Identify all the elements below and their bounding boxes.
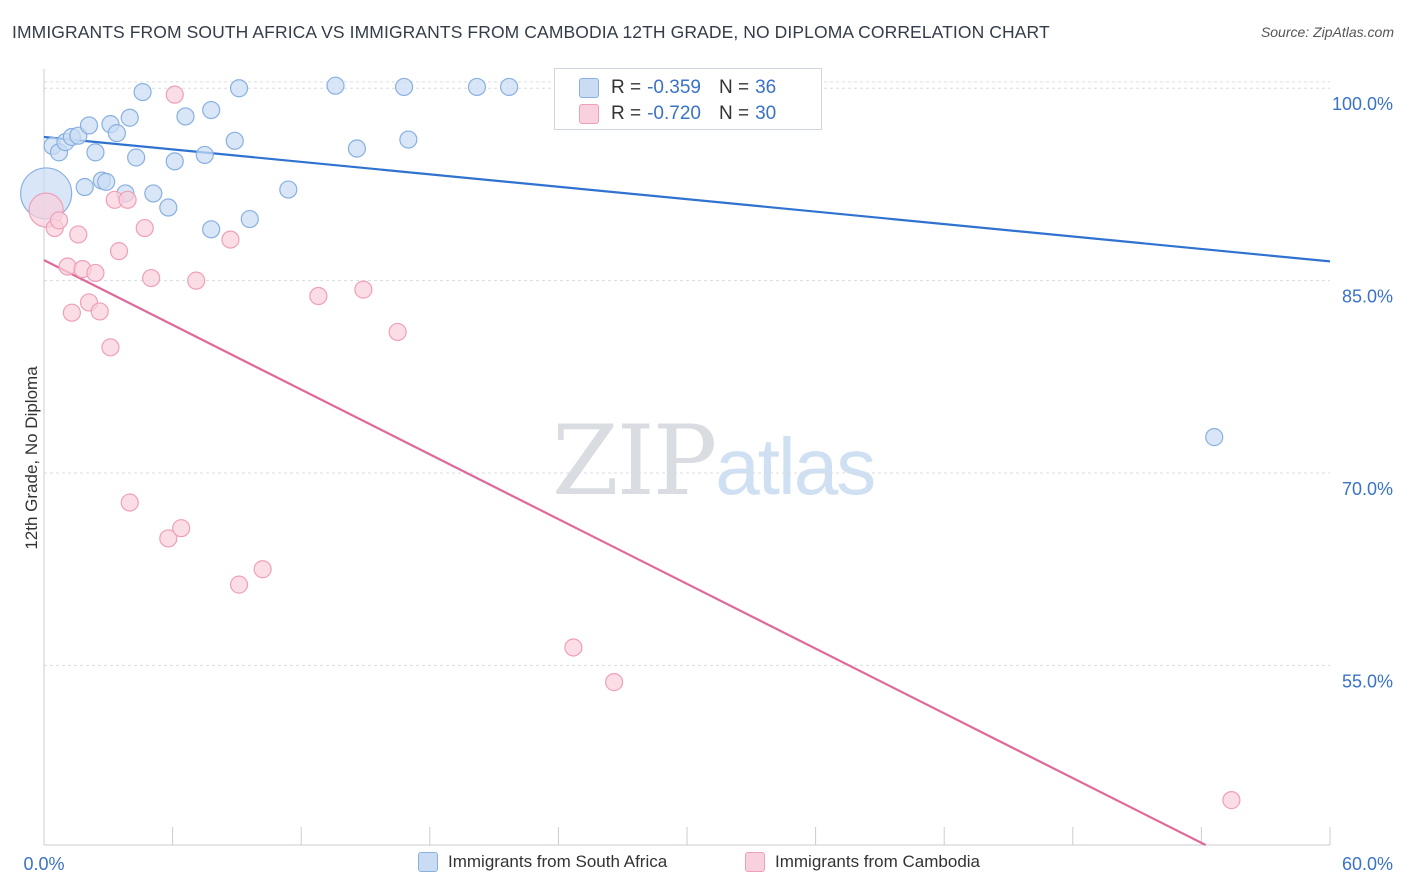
n-value: 36 bbox=[755, 77, 777, 98]
n-label: N = bbox=[718, 77, 750, 98]
data-point-cambodia bbox=[86, 263, 105, 283]
data-point-south-africa bbox=[229, 79, 249, 98]
data-point-south-africa bbox=[195, 145, 214, 165]
data-point-south-africa bbox=[120, 108, 139, 127]
data-point-cambodia bbox=[187, 271, 206, 290]
data-point-south-africa bbox=[399, 130, 418, 149]
data-point-south-africa bbox=[97, 172, 116, 191]
watermark-atlas: atlas bbox=[715, 422, 876, 511]
data-point-south-africa bbox=[165, 152, 184, 171]
data-point-south-africa bbox=[202, 100, 221, 120]
watermark-zip: ZIP bbox=[552, 405, 717, 517]
y-tick-label: 70.0% bbox=[1342, 479, 1393, 499]
y-tick-label: 85.0% bbox=[1342, 287, 1393, 307]
data-point-cambodia bbox=[564, 638, 583, 657]
data-point-south-africa bbox=[176, 107, 195, 126]
data-point-cambodia bbox=[58, 257, 77, 276]
legend-swatch-south-africa bbox=[418, 852, 438, 872]
legend-item-cambodia[interactable]: Immigrants from Cambodia bbox=[745, 852, 980, 872]
data-point-cambodia bbox=[62, 303, 81, 322]
data-point-south-africa bbox=[202, 220, 221, 239]
data-point-south-africa bbox=[500, 77, 519, 97]
data-point-cambodia bbox=[49, 211, 69, 230]
trend-layer bbox=[43, 135, 1331, 846]
data-point-south-africa bbox=[347, 139, 367, 158]
data-point-south-africa bbox=[86, 143, 105, 162]
y-tick-label: 55.0% bbox=[1342, 671, 1393, 691]
data-point-south-africa bbox=[133, 82, 152, 102]
data-point-cambodia bbox=[159, 529, 178, 548]
axis-layer bbox=[43, 69, 1331, 846]
data-point-south-africa bbox=[75, 177, 94, 197]
source-label[interactable]: Source: ZipAtlas.com bbox=[1260, 24, 1394, 40]
data-point-south-africa bbox=[79, 116, 99, 135]
r-label: R = bbox=[611, 103, 642, 124]
trend-line-south-africa bbox=[43, 135, 1331, 263]
data-point-cambodia bbox=[253, 560, 272, 579]
r-value: -0.359 bbox=[647, 77, 701, 98]
data-point-cambodia bbox=[1222, 791, 1241, 810]
data-point-cambodia bbox=[142, 268, 161, 288]
data-point-south-africa bbox=[159, 198, 178, 217]
tick-label-layer: 55.0% 70.0% 85.0% 100.0% 0.0% 60.0% bbox=[23, 94, 1393, 874]
data-point-cambodia bbox=[172, 519, 191, 538]
data-point-south-africa bbox=[1205, 428, 1224, 447]
legend-label-cambodia: Immigrants from Cambodia bbox=[775, 852, 981, 871]
legend-label-south-africa: Immigrants from South Africa bbox=[448, 852, 668, 871]
data-point-cambodia bbox=[388, 322, 407, 342]
legend-item-south-africa[interactable]: Immigrants from South Africa bbox=[418, 852, 667, 872]
data-point-south-africa bbox=[240, 209, 259, 229]
data-point-south-africa bbox=[107, 124, 126, 143]
stats-row-south-africa: R = -0.359 N = 36 bbox=[579, 76, 776, 100]
legend-swatch-cambodia bbox=[745, 852, 765, 872]
south-africa-swatch bbox=[579, 78, 599, 98]
x-tick-label: 60.0% bbox=[1342, 854, 1393, 874]
correlation-stats-box: R = -0.359 N = 36 R = -0.720 N = 30 bbox=[554, 68, 822, 130]
data-point-cambodia bbox=[69, 225, 88, 244]
data-point-south-africa bbox=[127, 148, 146, 167]
chart-title: IMMIGRANTS FROM SOUTH AFRICA VS IMMIGRAN… bbox=[12, 22, 1050, 42]
r-value: -0.720 bbox=[647, 103, 701, 124]
n-value: 30 bbox=[755, 103, 777, 124]
data-point-south-africa bbox=[144, 184, 163, 203]
data-point-south-africa bbox=[394, 77, 414, 97]
x-tick-label: 0.0% bbox=[23, 854, 64, 874]
data-point-cambodia bbox=[135, 218, 154, 238]
data-point-south-africa bbox=[326, 76, 345, 95]
data-point-cambodia bbox=[101, 338, 120, 357]
data-point-cambodia bbox=[309, 286, 328, 306]
points-layer bbox=[20, 76, 1241, 810]
data-point-cambodia bbox=[165, 85, 184, 104]
data-point-cambodia bbox=[354, 280, 373, 299]
data-point-cambodia bbox=[229, 575, 249, 594]
y-axis-label: 12th Grade, No Diploma bbox=[22, 366, 41, 550]
trend-line-cambodia bbox=[43, 259, 1207, 846]
data-point-cambodia bbox=[120, 493, 139, 512]
data-point-cambodia bbox=[118, 190, 137, 209]
data-point-cambodia bbox=[90, 302, 109, 321]
data-point-cambodia bbox=[109, 242, 129, 261]
data-point-south-africa bbox=[279, 180, 298, 199]
data-point-cambodia bbox=[221, 230, 240, 249]
data-point-south-africa bbox=[225, 131, 244, 150]
n-label: N = bbox=[718, 103, 750, 124]
stats-row-cambodia: R = -0.720 N = 30 bbox=[579, 102, 776, 126]
r-label: R = bbox=[611, 77, 642, 98]
cambodia-swatch bbox=[579, 104, 599, 124]
y-tick-label: 100.0% bbox=[1332, 94, 1393, 114]
data-point-cambodia bbox=[605, 673, 624, 692]
watermark: ZIPatlas bbox=[552, 405, 876, 517]
data-point-south-africa bbox=[467, 77, 487, 97]
